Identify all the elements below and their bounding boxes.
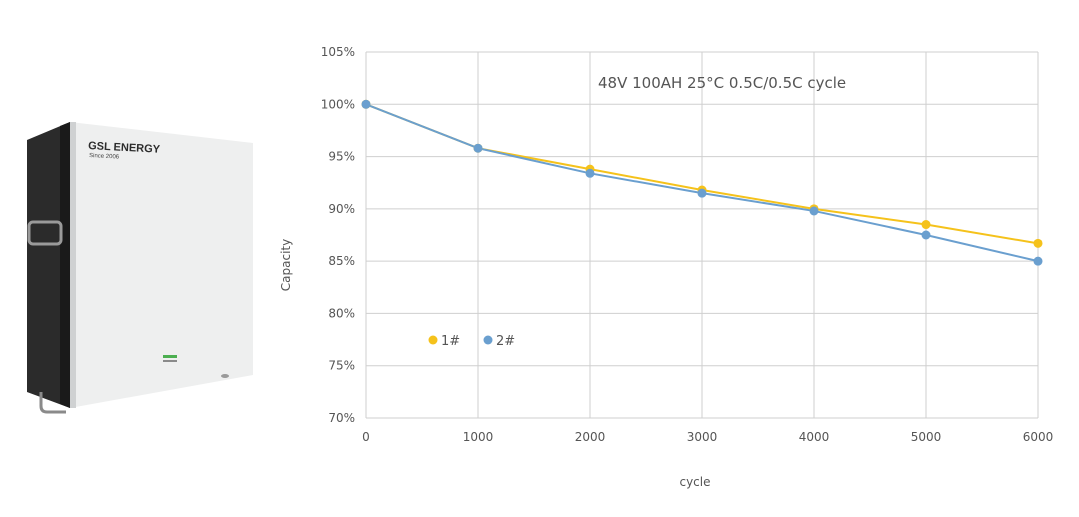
legend-marker-1 <box>428 335 438 345</box>
grid-lines <box>365 51 1039 419</box>
y-tick-label: 70% <box>328 411 355 425</box>
x-tick-label: 2000 <box>575 430 606 444</box>
battery-foot-icon <box>39 392 66 414</box>
series-2-point <box>809 206 819 216</box>
x-tick-labels: 0 1000 2000 3000 4000 5000 6000 <box>362 430 1053 444</box>
series-2-point <box>921 230 931 240</box>
y-tick-label: 105% <box>321 45 355 59</box>
series-1-point <box>1033 238 1043 248</box>
series-2-point <box>1033 256 1043 266</box>
brand-logo-text: GSL ENERGY <box>88 140 161 156</box>
y-axis-title: Capacity <box>279 239 293 291</box>
connector-icon <box>221 374 229 378</box>
x-tick-label: 3000 <box>687 430 718 444</box>
y-tick-label: 90% <box>328 202 355 216</box>
series-2-point <box>585 168 595 178</box>
x-axis-title: cycle <box>679 475 710 489</box>
x-tick-label: 1000 <box>463 430 494 444</box>
series-1-point <box>921 220 931 230</box>
battery-handle-icon <box>27 220 63 246</box>
series-2-point <box>697 188 707 198</box>
battery-side-shade <box>60 122 70 408</box>
battery-product-image: GSL ENERGY Since 2006 <box>27 122 253 414</box>
series-2-point <box>361 99 371 109</box>
brand-tagline: Since 2006 <box>89 153 120 161</box>
y-tick-label: 95% <box>328 150 355 164</box>
status-indicator-icon <box>163 355 177 358</box>
y-tick-label: 100% <box>321 97 355 111</box>
y-tick-labels: 70% 75% 80% 85% 90% 95% 100% 105% <box>321 45 355 425</box>
status-indicator-icon <box>163 360 177 362</box>
x-tick-label: 6000 <box>1023 430 1054 444</box>
y-tick-label: 80% <box>328 306 355 320</box>
y-tick-label: 85% <box>328 254 355 268</box>
x-tick-label: 5000 <box>911 430 942 444</box>
legend-label-2: 2# <box>496 334 515 349</box>
chart-title: 48V 100AH 25°C 0.5C/0.5C cycle <box>598 74 846 92</box>
data-series <box>361 99 1043 266</box>
battery-front-face <box>70 122 253 408</box>
battery-side-panel <box>27 122 70 408</box>
x-tick-label: 0 <box>362 430 370 444</box>
x-tick-label: 4000 <box>799 430 830 444</box>
battery-front-edge <box>70 122 76 408</box>
legend: 1# 2# <box>428 334 515 349</box>
legend-label-1: 1# <box>441 334 460 349</box>
series-2-point <box>473 143 483 153</box>
legend-marker-2 <box>483 335 493 345</box>
y-tick-label: 75% <box>328 359 355 373</box>
